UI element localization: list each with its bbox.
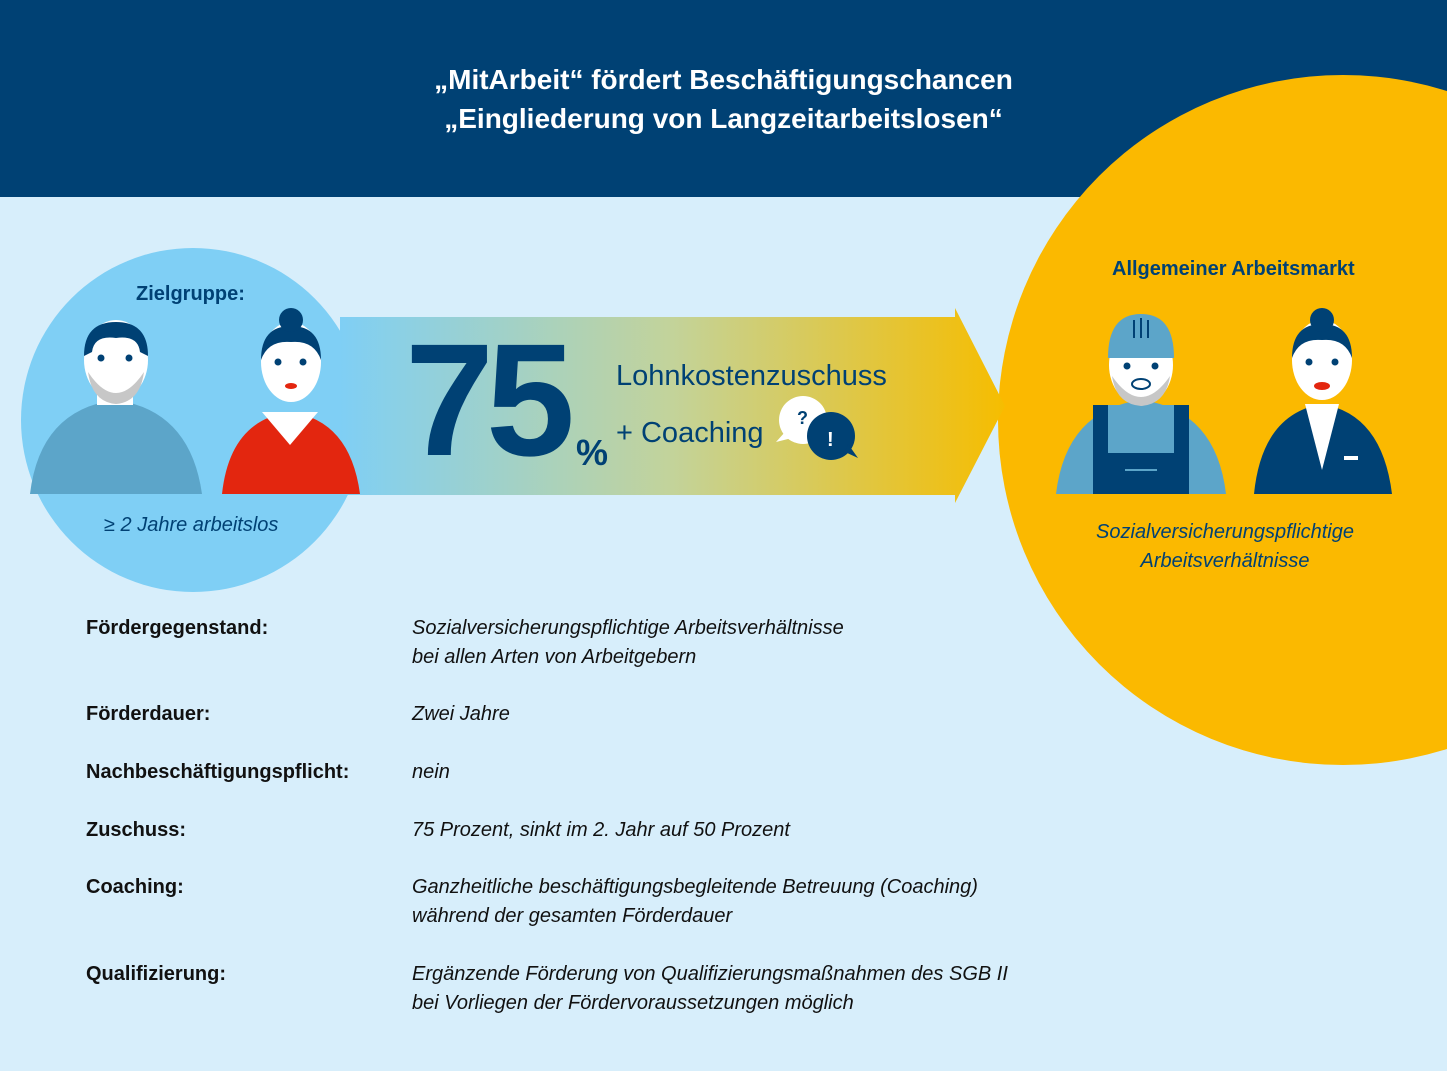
detail-row: Fördergegenstand: Sozialversicherungspfl… — [86, 614, 844, 672]
detail-value: 75 Prozent, sinkt im 2. Jahr auf 50 Proz… — [412, 819, 790, 841]
detail-label: Förderdauer: — [86, 703, 211, 725]
detail-row: Coaching: Ganzheitliche beschäftigungsbe… — [86, 873, 978, 931]
labor-market-circle — [998, 75, 1447, 765]
construction-worker-icon — [1056, 314, 1226, 494]
detail-row: Qualifizierung: Ergänzende Förderung von… — [86, 960, 1008, 1018]
title-line-2: „Eingliederung von Langzeitarbeitslosen“ — [444, 103, 1003, 134]
detail-label: Qualifizierung: — [86, 963, 226, 985]
percent-sign: % — [576, 432, 609, 473]
detail-row: Zuschuss: 75 Prozent, sinkt im 2. Jahr a… — [86, 816, 790, 845]
detail-value: nein — [412, 761, 450, 783]
detail-value: Ganzheitliche beschäftigungsbegleitende … — [412, 876, 978, 927]
target-condition: ≥ 2 Jahre arbeitslos — [104, 514, 279, 536]
employment-type: Sozialversicherungspflichtige Arbeitsver… — [1060, 518, 1390, 576]
exclamation-mark: ! — [827, 429, 834, 451]
business-woman-icon — [1254, 308, 1392, 494]
unemployed-man-icon — [30, 320, 202, 494]
employment-type-line-2: Arbeitsverhältnisse — [1140, 550, 1310, 572]
detail-row: Förderdauer: Zwei Jahre — [86, 700, 510, 729]
detail-label: Fördergegenstand: — [86, 617, 269, 639]
labor-market-label: Allgemeiner Arbeitsmarkt — [1112, 258, 1355, 280]
detail-row: Nachbeschäftigungspflicht: nein — [86, 758, 450, 787]
detail-value: Sozialversicherungspflichtige Arbeitsver… — [412, 617, 844, 668]
employment-type-line-1: Sozialversicherungspflichtige — [1096, 521, 1354, 543]
title-line-1: „MitArbeit“ fördert Beschäftigungschance… — [434, 64, 1013, 95]
percent-value: 75 — [405, 310, 575, 489]
wage-subsidy-label: Lohnkostenzuschuss — [616, 360, 887, 392]
detail-value: Zwei Jahre — [412, 703, 510, 725]
detail-label: Zuschuss: — [86, 819, 187, 841]
page-title: „MitArbeit“ fördert Beschäftigungschance… — [0, 60, 1447, 138]
unemployed-woman-icon — [222, 308, 360, 494]
speech-bubbles-icon: ? ! — [776, 396, 858, 460]
question-mark: ? — [797, 408, 808, 428]
coaching-label: + Coaching — [616, 417, 764, 449]
detail-value: Ergänzende Förderung von Qualifizierungs… — [412, 963, 1008, 1014]
detail-label: Coaching: — [86, 876, 184, 898]
detail-label: Nachbeschäftigungspflicht: — [86, 761, 350, 783]
target-group-label: Zielgruppe: — [136, 283, 245, 305]
